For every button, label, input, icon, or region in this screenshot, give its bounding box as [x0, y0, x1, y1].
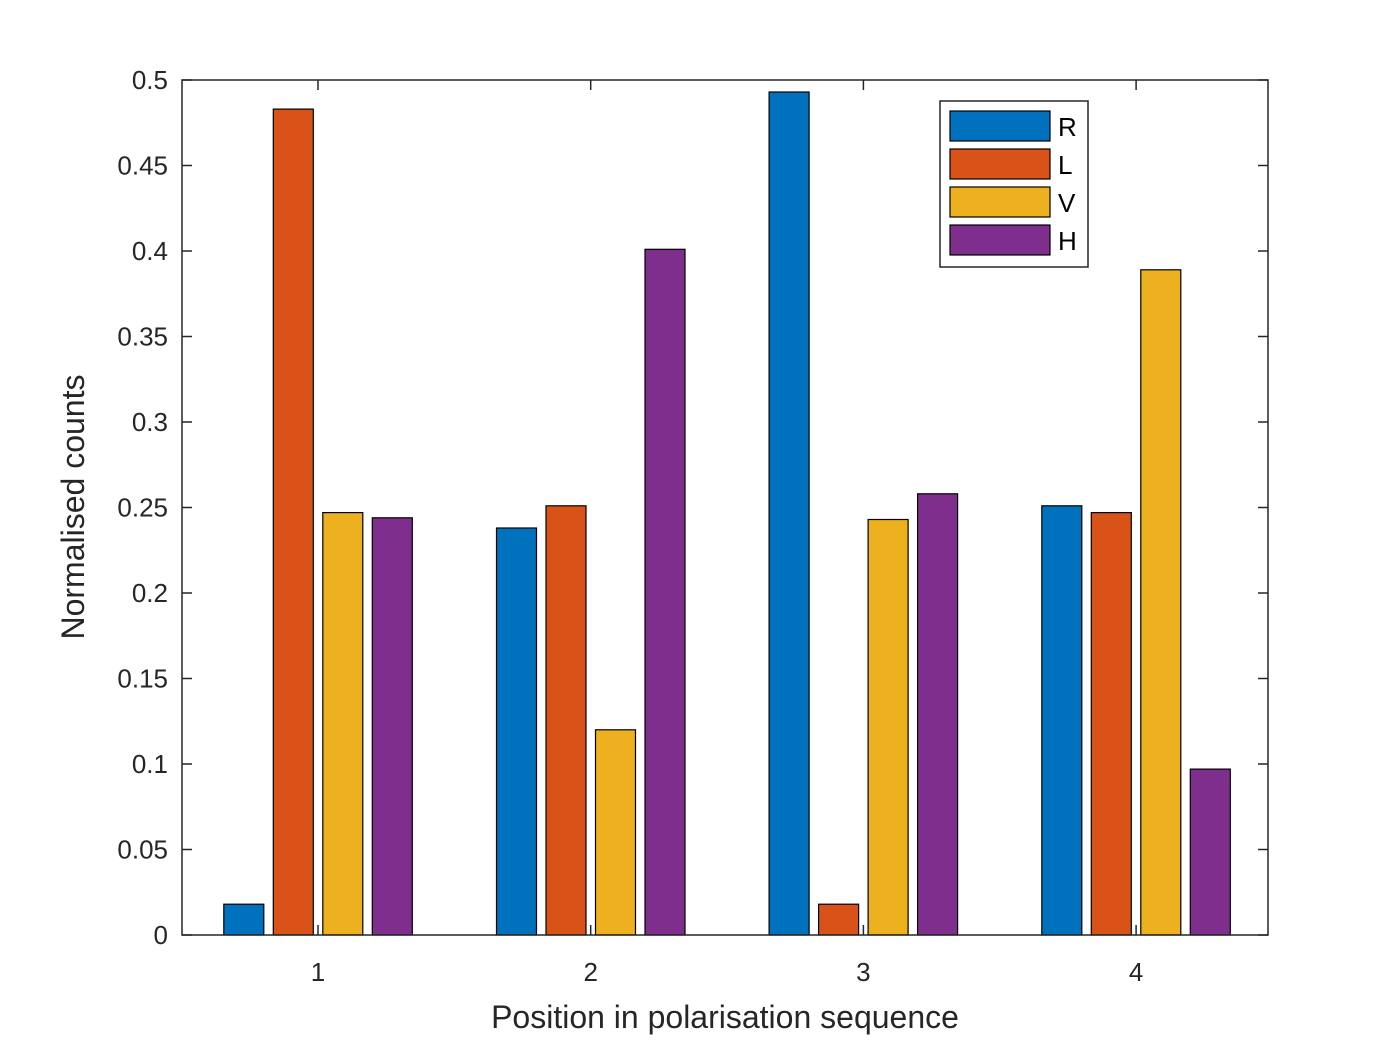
bars-group — [223, 91, 1231, 936]
y-tick-label: 0.2 — [132, 578, 168, 608]
x-axis: 1 2 3 4 — [311, 80, 1143, 987]
bar-H-3 — [916, 493, 959, 936]
bar-V-3 — [867, 518, 909, 936]
y-tick-label: 0.15 — [117, 664, 168, 694]
y-tick-label: 0.45 — [117, 151, 168, 181]
y-axis-label: Normalised counts — [55, 375, 91, 640]
legend-label-R: R — [1058, 112, 1077, 142]
legend-label-H: H — [1058, 226, 1077, 256]
bar-H-2 — [644, 248, 686, 936]
bar-R-3 — [768, 91, 810, 936]
x-tick-label: 2 — [583, 957, 597, 987]
legend-swatch-L — [949, 148, 1051, 180]
x-tick-label: 4 — [1129, 957, 1143, 987]
bar-L-3 — [817, 903, 860, 936]
y-tick-label: 0.3 — [132, 407, 168, 437]
bar-H-1 — [371, 517, 413, 936]
legend-swatch-R — [949, 110, 1051, 142]
bar-H-4 — [1189, 768, 1231, 936]
legend-label-V: V — [1058, 188, 1076, 218]
bar-R-2 — [495, 527, 538, 936]
bar-V-4 — [1140, 269, 1182, 936]
bar-R-1 — [223, 903, 265, 936]
bar-R-4 — [1041, 505, 1083, 936]
bar-V-1 — [322, 511, 364, 936]
x-tick-label: 1 — [311, 957, 325, 987]
bar-L-2 — [545, 505, 587, 936]
legend-swatch-H — [949, 224, 1051, 256]
bar-L-1 — [272, 108, 314, 936]
x-axis-label: Position in polarisation sequence — [491, 999, 959, 1035]
y-tick-label: 0.05 — [117, 835, 168, 865]
y-tick-label: 0.35 — [117, 322, 168, 352]
legend-label-L: L — [1058, 150, 1072, 180]
y-tick-label: 0 — [154, 920, 168, 950]
x-tick-label: 3 — [856, 957, 870, 987]
y-tick-label: 0.4 — [132, 236, 168, 266]
y-axis: 0 0.05 0.1 0.15 0.2 0.25 0.3 0.35 0.4 0.45 0.5 — [117, 65, 1268, 950]
bar-L-4 — [1090, 511, 1132, 936]
y-tick-label: 0.25 — [117, 493, 168, 523]
y-tick-label: 0.5 — [132, 65, 168, 95]
y-tick-label: 0.1 — [132, 749, 168, 779]
bar-V-2 — [594, 729, 637, 936]
legend-swatch-V — [949, 186, 1051, 218]
